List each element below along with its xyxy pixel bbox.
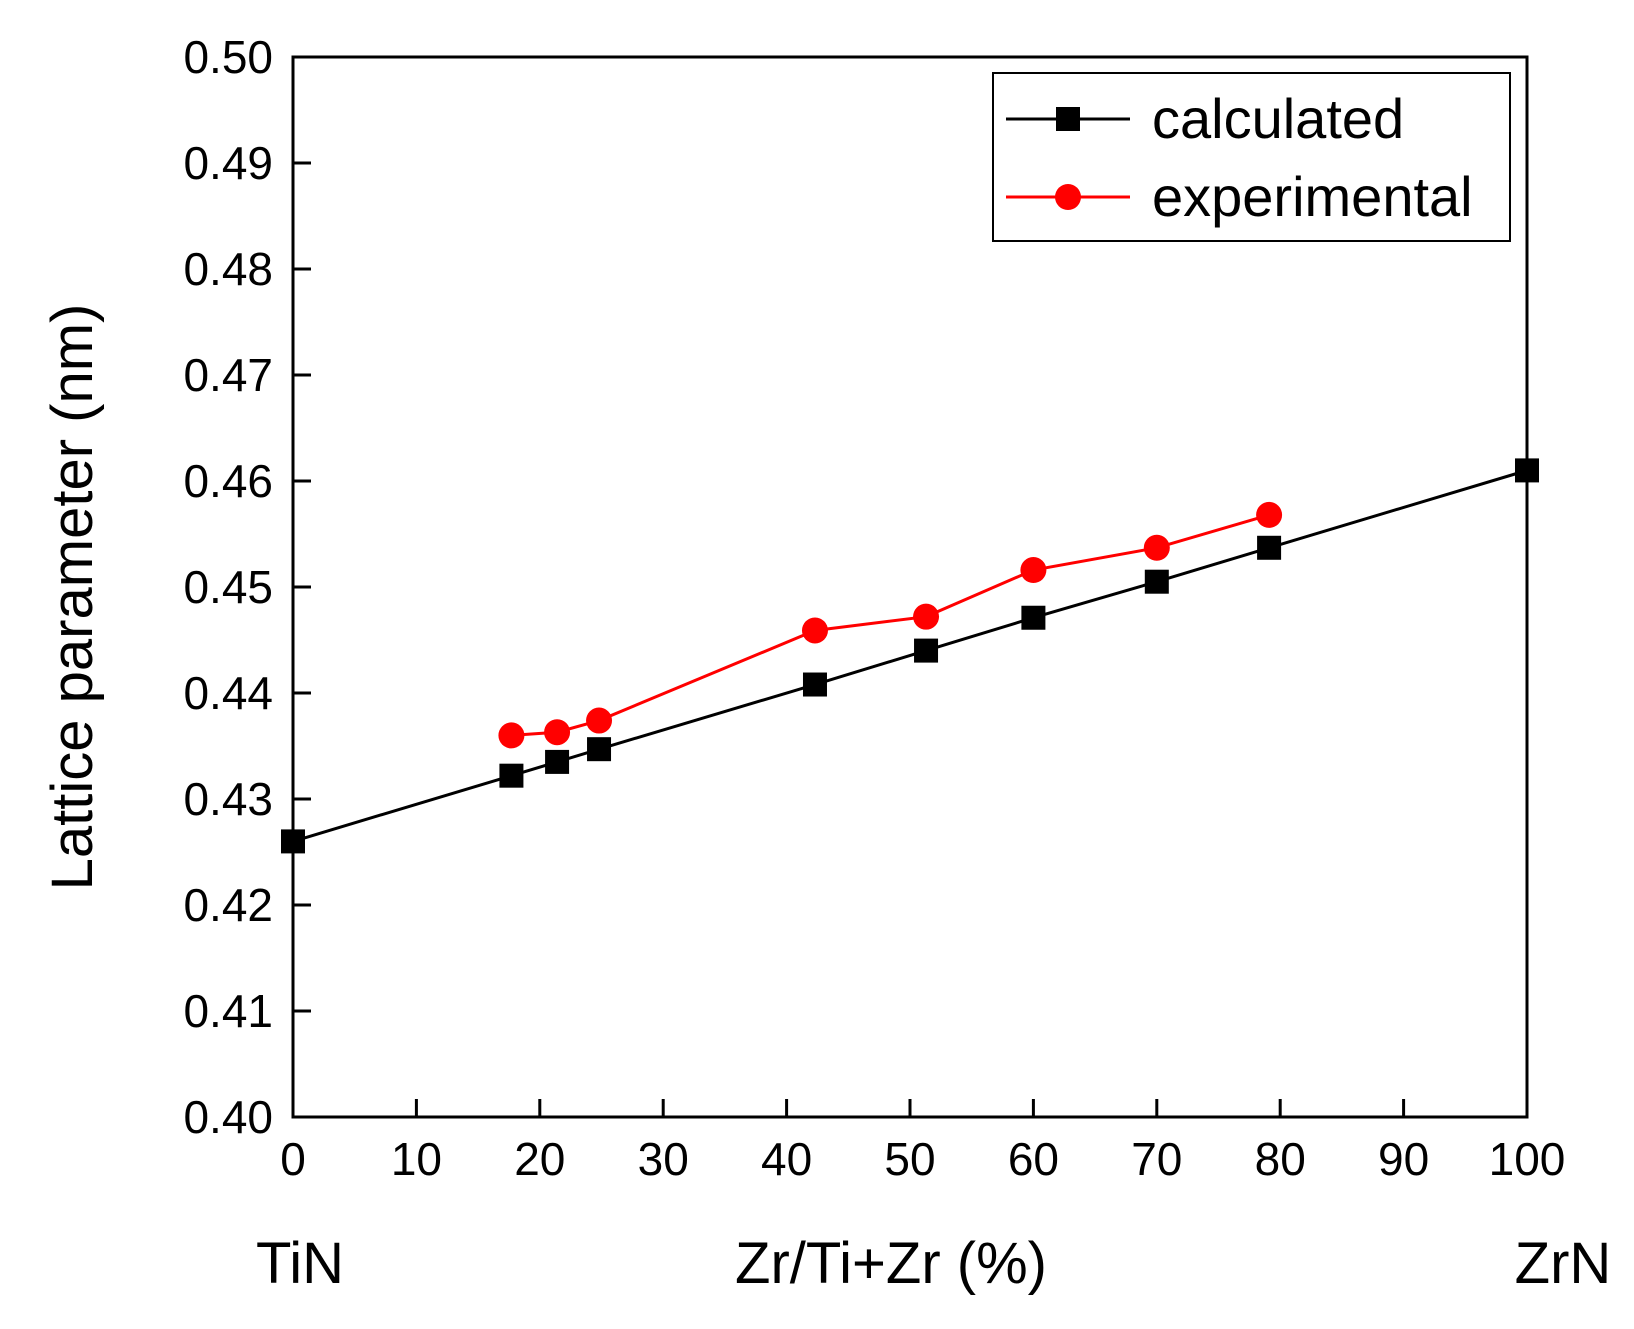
x-tick-label: 20 xyxy=(514,1133,565,1185)
legend-label: experimental xyxy=(1152,165,1473,228)
x-tick-label: 80 xyxy=(1255,1133,1306,1185)
calculated-series xyxy=(281,458,1539,854)
y-axis-ticks: 0.40 0.41 0.42 0.43 0.44 0.45 0.46 0.47 0.48 0.49… xyxy=(183,31,311,1143)
y-tick-label: 0.46 xyxy=(183,455,273,507)
x-tick-label: 30 xyxy=(638,1133,689,1185)
y-tick-label: 0.44 xyxy=(183,667,273,719)
calculated-point xyxy=(545,749,570,774)
experimental-point xyxy=(1020,557,1047,584)
experimental-point xyxy=(586,707,613,734)
x-tick-label: 60 xyxy=(1008,1133,1059,1185)
calculated-point xyxy=(914,638,939,663)
calculated-point xyxy=(1257,535,1282,560)
legend-marker-circle xyxy=(1055,184,1081,210)
y-tick-label: 0.50 xyxy=(183,31,273,83)
x-end-label-tin: TiN xyxy=(256,1231,344,1296)
x-axis-label: Zr/Ti+Zr (%) xyxy=(735,1231,1047,1296)
x-tick-label: 50 xyxy=(884,1133,935,1185)
legend-label: calculated xyxy=(1152,87,1404,150)
legend-items: calculated experimental xyxy=(1006,87,1473,228)
calculated-point xyxy=(281,829,305,854)
calculated-line xyxy=(292,468,1528,843)
x-tick-label: 10 xyxy=(391,1133,442,1185)
experimental-point xyxy=(498,722,525,749)
calculated-point xyxy=(1515,458,1539,483)
y-tick-label: 0.40 xyxy=(183,1091,273,1143)
legend: calculated experimental xyxy=(992,72,1511,242)
y-tick-label: 0.42 xyxy=(183,879,273,931)
x-end-label-zrn: ZrN xyxy=(1515,1231,1612,1296)
experimental-point xyxy=(1143,534,1170,561)
x-tick-label: 0 xyxy=(280,1133,306,1185)
calculated-point xyxy=(499,763,524,788)
y-tick-label: 0.49 xyxy=(183,137,273,189)
x-tick-label: 40 xyxy=(761,1133,812,1185)
y-tick-label: 0.45 xyxy=(183,561,273,613)
x-tick-label: 90 xyxy=(1378,1133,1429,1185)
experimental-series xyxy=(498,501,1283,749)
x-axis-ticks: 0 10 20 30 40 50 60 70 80 90 100 xyxy=(280,1099,1565,1185)
experimental-point xyxy=(1256,501,1283,528)
y-tick-label: 0.48 xyxy=(183,243,273,295)
series-layer xyxy=(281,458,1539,854)
experimental-point xyxy=(544,719,571,746)
legend-box xyxy=(992,72,1511,242)
legend-marker-square xyxy=(1056,107,1080,131)
calculated-point xyxy=(587,737,612,762)
x-tick-label: 70 xyxy=(1131,1133,1182,1185)
x-tick-label: 100 xyxy=(1489,1133,1566,1185)
calculated-point xyxy=(802,672,827,697)
experimental-point xyxy=(801,617,828,644)
calculated-point xyxy=(1021,605,1046,630)
y-tick-label: 0.41 xyxy=(183,985,273,1037)
calculated-point xyxy=(1144,569,1169,594)
y-tick-label: 0.47 xyxy=(183,349,273,401)
y-tick-label: 0.43 xyxy=(183,773,273,825)
experimental-point xyxy=(913,603,940,630)
y-axis-label: Lattice parameter (nm) xyxy=(40,304,105,891)
